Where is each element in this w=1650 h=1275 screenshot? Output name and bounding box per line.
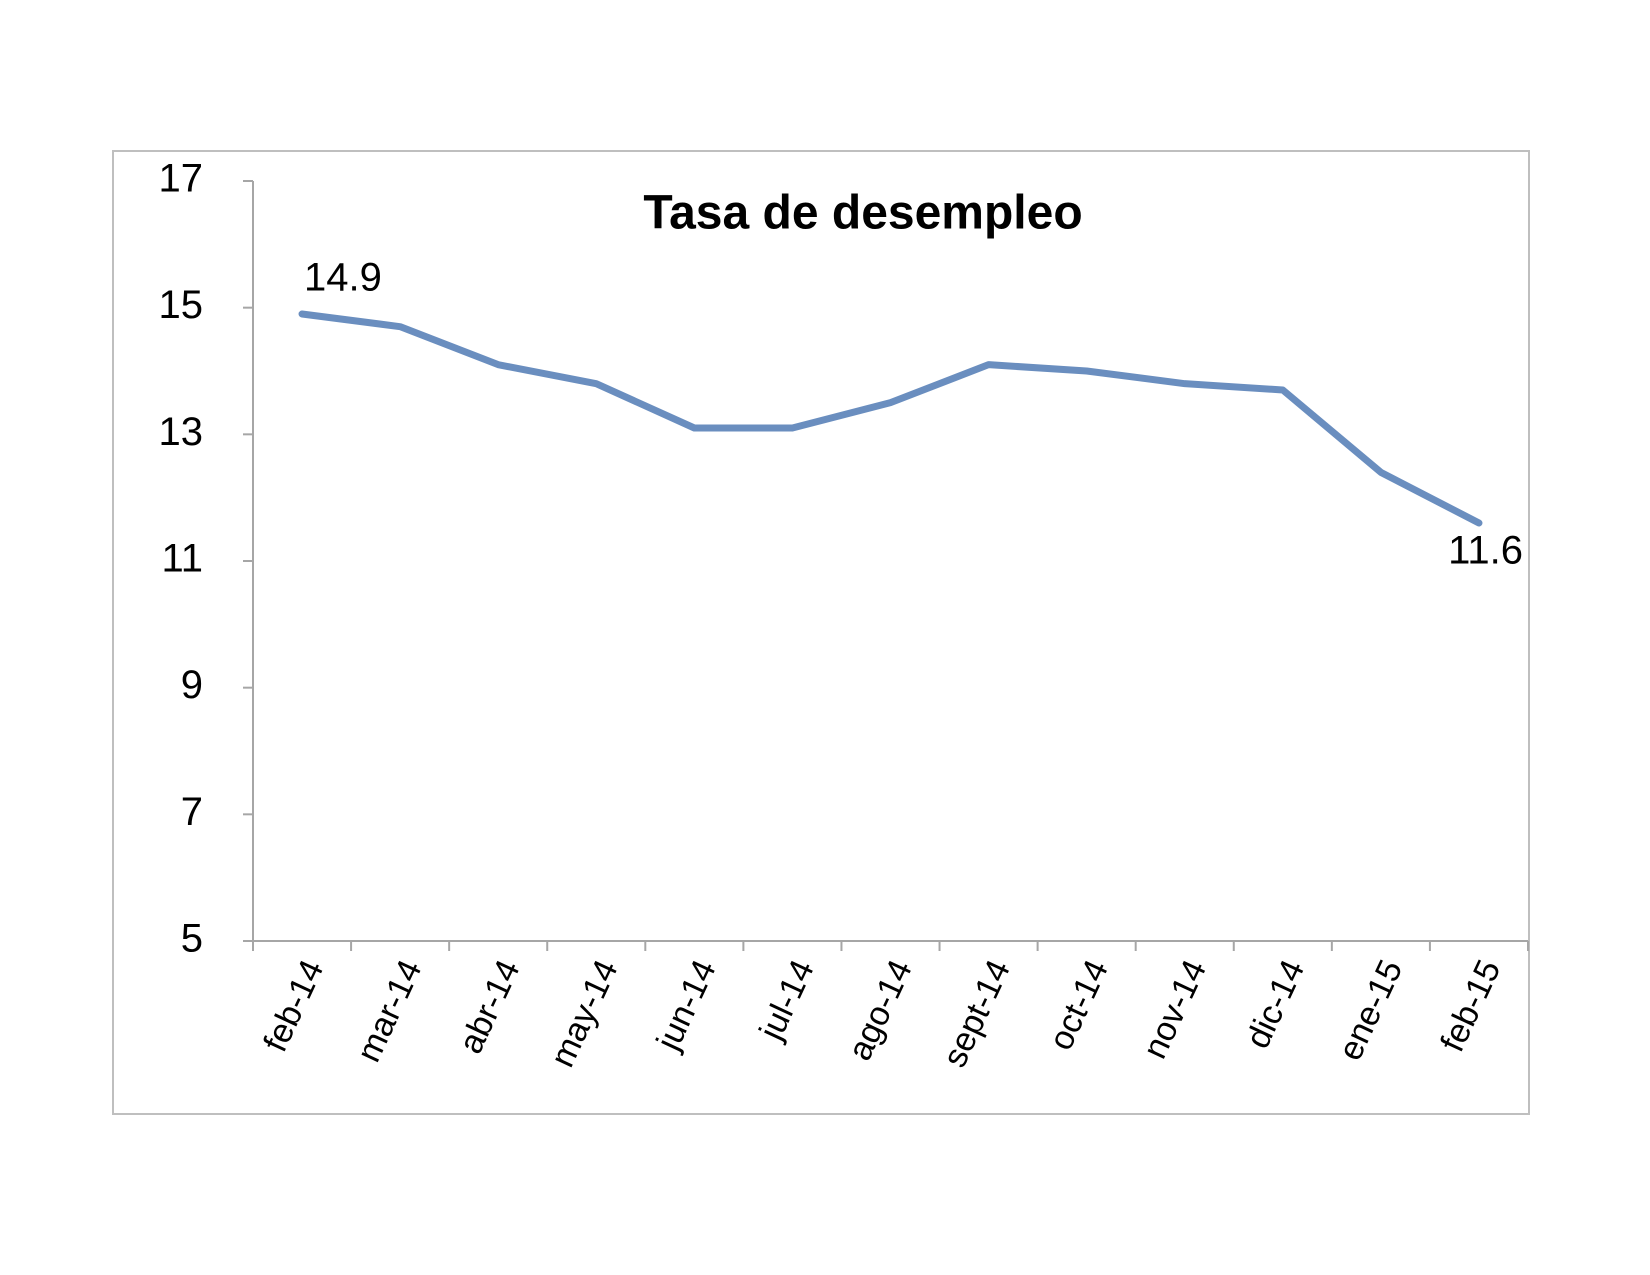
y-tick-label: 13 bbox=[159, 410, 204, 454]
data-label: 11.6 bbox=[1448, 529, 1523, 573]
y-tick-label: 5 bbox=[181, 917, 203, 961]
data-label: 14.9 bbox=[304, 256, 382, 300]
y-tick-label: 11 bbox=[161, 537, 203, 581]
chart-border bbox=[112, 150, 1530, 1115]
data-line bbox=[298, 310, 1483, 527]
chart-title: Tasa de desempleo bbox=[643, 187, 1082, 240]
y-tick-label: 15 bbox=[159, 283, 204, 327]
y-tick-label: 7 bbox=[181, 790, 203, 834]
y-tick-label: 9 bbox=[181, 663, 203, 707]
y-tick-label: 17 bbox=[159, 157, 204, 201]
